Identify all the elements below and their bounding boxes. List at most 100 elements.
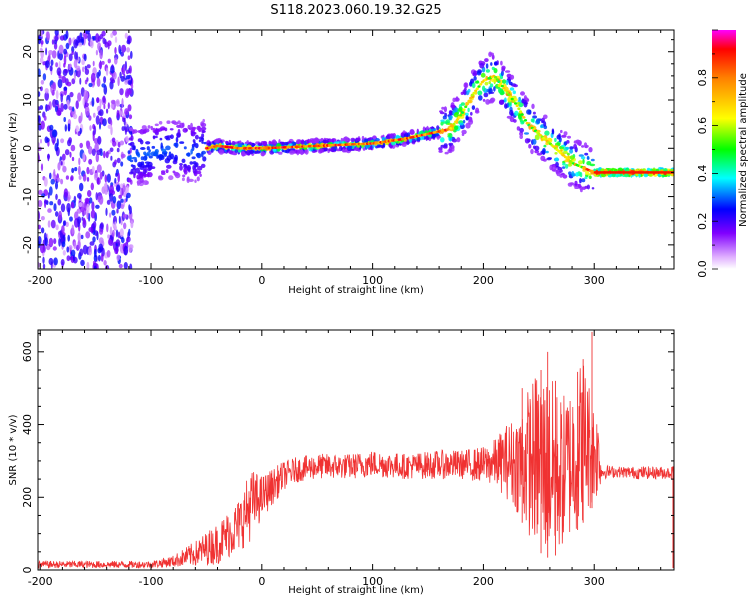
spectral-blob — [107, 234, 110, 239]
spectral-blob — [68, 64, 72, 71]
spectral-blob — [78, 157, 81, 166]
ridge-core — [509, 95, 513, 99]
spectral-blob — [478, 95, 483, 101]
spectral-blob — [519, 134, 523, 139]
spectral-blob — [282, 141, 285, 145]
spectral-blob — [200, 163, 206, 168]
spectral-blob — [181, 158, 186, 163]
spectrogram-heatmap — [38, 30, 674, 269]
spectral-blob — [126, 69, 129, 75]
spectral-blob — [109, 147, 114, 153]
spectral-blob — [183, 169, 188, 175]
ridge-core — [474, 89, 478, 93]
spectral-blob — [91, 201, 95, 211]
spectral-blob — [569, 155, 575, 160]
spectral-blob — [45, 47, 48, 56]
spectral-blob — [98, 195, 104, 205]
spectral-blob — [442, 115, 447, 120]
ridge-core — [472, 91, 476, 95]
spectral-blob — [148, 149, 151, 153]
spectral-blob — [343, 136, 349, 142]
spectral-blob — [47, 153, 50, 162]
spectral-blob — [92, 60, 95, 67]
spectral-blob — [150, 166, 156, 170]
spectral-blob — [556, 172, 562, 177]
spectral-blob — [228, 150, 234, 154]
spectral-blob — [69, 216, 73, 222]
spectral-blob — [504, 103, 508, 109]
spectral-blob — [554, 152, 558, 155]
spectral-blob — [65, 30, 69, 40]
spectral-blob — [102, 118, 107, 127]
spectral-blob — [198, 139, 202, 143]
spectral-blob — [58, 210, 62, 221]
spectral-blob — [536, 152, 543, 156]
spectral-blob — [473, 76, 477, 81]
spectral-blob — [152, 127, 156, 133]
spectral-blob — [474, 80, 480, 84]
spectral-blob — [79, 77, 82, 85]
spectral-blob — [107, 58, 112, 64]
spectral-blob — [135, 151, 140, 156]
spectral-blob — [57, 78, 63, 89]
spectral-blob — [46, 31, 50, 42]
spectral-blob — [68, 106, 73, 111]
spectral-blob — [95, 33, 100, 43]
spectral-blob — [168, 175, 174, 181]
spectral-blob — [179, 122, 185, 129]
spectral-blob — [179, 165, 183, 171]
spectral-blob — [119, 49, 122, 55]
spectral-blob — [80, 259, 85, 267]
spectral-blob — [657, 173, 661, 177]
spectral-blob — [532, 138, 537, 145]
spectral-blob — [152, 135, 156, 140]
spectral-blob — [171, 120, 177, 124]
spectral-blob — [123, 245, 128, 256]
y-tick-label: 0 — [21, 567, 34, 574]
spectral-blob — [93, 265, 97, 269]
spectral-blob — [355, 137, 358, 142]
spectral-blob — [516, 126, 521, 131]
spectral-blob — [84, 68, 90, 75]
spectral-blob — [491, 54, 495, 60]
spectral-blob — [311, 138, 317, 144]
spectral-blob — [71, 78, 76, 85]
spectral-blob — [112, 196, 117, 204]
y-tick-label: 200 — [21, 487, 34, 508]
spectral-blob — [200, 126, 207, 131]
spectral-blob — [513, 119, 517, 123]
spectral-blob — [106, 173, 111, 183]
spectral-blob — [78, 175, 82, 180]
spectral-blob — [165, 137, 171, 141]
spectral-blob — [42, 263, 46, 269]
spectral-blob — [409, 129, 415, 135]
spectral-blob — [78, 202, 83, 208]
spectral-blob — [73, 39, 78, 49]
spectral-blob — [60, 138, 65, 144]
spectral-blob — [574, 180, 578, 186]
spectral-blob — [144, 167, 148, 173]
spectral-blob — [63, 55, 67, 66]
spectral-blob — [80, 234, 84, 240]
spectral-blob — [63, 103, 68, 110]
spectral-blob — [95, 192, 98, 201]
spectral-blob — [47, 192, 50, 199]
spectral-blob — [179, 163, 183, 166]
spectral-blob — [201, 139, 204, 144]
spectral-blob — [584, 176, 588, 179]
spectral-blob — [179, 141, 185, 144]
spectral-blob — [73, 59, 78, 68]
spectral-blob — [107, 238, 112, 246]
ridge-core — [514, 102, 518, 105]
spectral-blob — [196, 152, 202, 159]
spectral-blob — [60, 102, 64, 113]
spectral-blob — [134, 158, 138, 163]
spectral-blob — [74, 211, 79, 221]
spectral-blob — [49, 201, 54, 206]
spectral-blob — [130, 50, 133, 59]
spectral-blob — [123, 118, 126, 126]
spectral-blob — [172, 159, 178, 165]
spectral-blob — [83, 89, 89, 100]
spectral-blob — [92, 236, 96, 243]
spectral-blob — [182, 174, 186, 178]
